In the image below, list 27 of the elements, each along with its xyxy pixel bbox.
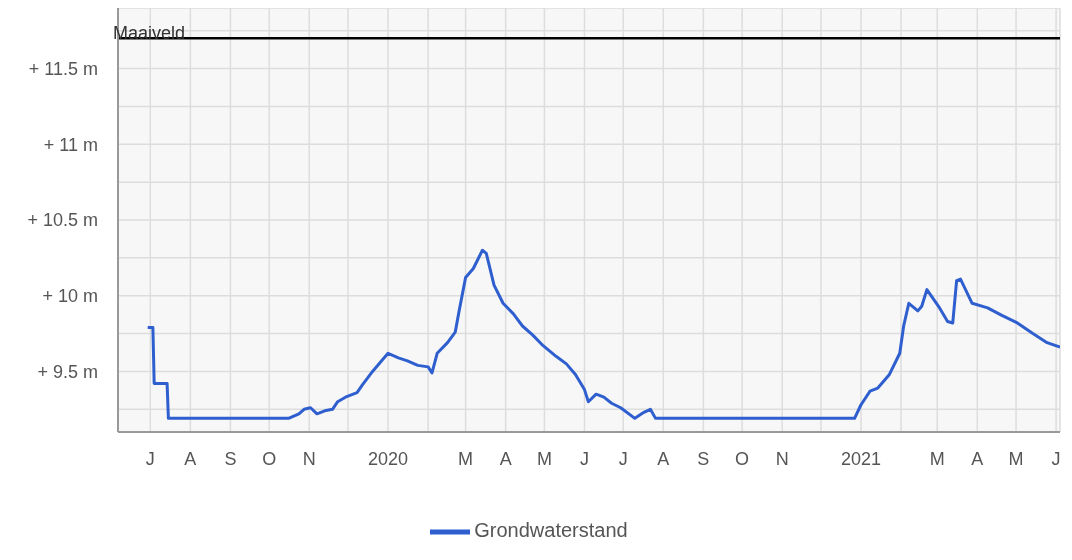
y-tick-label: + 10 m	[42, 286, 98, 307]
x-tick-label: 2020	[368, 448, 409, 469]
x-tick-label: A	[657, 448, 670, 469]
x-tick-label: J	[579, 448, 589, 469]
y-tick-label: + 11.5 m	[28, 58, 98, 79]
x-tick-label: N	[775, 448, 789, 469]
x-tick-label: J	[145, 448, 155, 469]
x-tick-label: 2021	[840, 448, 882, 469]
legend-label: Grondwaterstand	[474, 519, 628, 542]
y-tick-label: + 9.5 m	[37, 361, 98, 382]
x-tick-label: A	[184, 448, 197, 469]
line-series	[146, 248, 1060, 420]
x-tick-label: O	[735, 448, 750, 469]
x-tick-label: M	[536, 448, 552, 469]
x-tick-label: S	[697, 448, 710, 469]
x-tick-label: M	[929, 448, 945, 469]
x-tick-label: J	[1051, 448, 1061, 469]
x-tick-label: A	[971, 448, 984, 469]
y-tick-label: + 11 m	[43, 134, 98, 155]
x-tick-label: M	[458, 448, 474, 469]
x-tick-label: O	[262, 448, 277, 469]
x-tick-label: M	[1008, 448, 1024, 469]
x-tick-label: J	[618, 448, 628, 469]
x-tick-label: N	[302, 448, 316, 469]
x-tick-label: S	[224, 448, 237, 469]
y-tick-label: + 10.5 m	[27, 210, 98, 231]
x-tick-label: A	[499, 448, 512, 469]
